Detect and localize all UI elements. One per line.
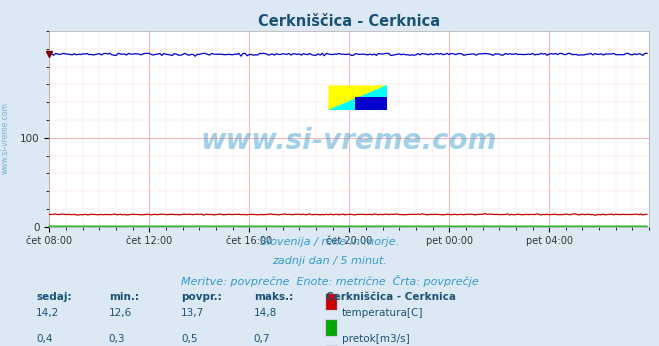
Text: maks.:: maks.: bbox=[254, 292, 293, 302]
Bar bbox=[355, 97, 387, 110]
Text: www.si-vreme.com: www.si-vreme.com bbox=[201, 127, 498, 155]
Text: Meritve: povprečne  Enote: metrične  Črta: povprečje: Meritve: povprečne Enote: metrične Črta:… bbox=[181, 275, 478, 287]
Title: Cerkniščica - Cerknica: Cerkniščica - Cerknica bbox=[258, 13, 440, 29]
Text: 0,4: 0,4 bbox=[36, 334, 53, 344]
Text: pretok[m3/s]: pretok[m3/s] bbox=[342, 334, 410, 344]
Text: www.si-vreme.com: www.si-vreme.com bbox=[1, 102, 10, 174]
Text: 14,8: 14,8 bbox=[254, 308, 277, 318]
Text: povpr.:: povpr.: bbox=[181, 292, 222, 302]
Text: Cerkniščica - Cerknica: Cerkniščica - Cerknica bbox=[326, 292, 456, 302]
Text: 12,6: 12,6 bbox=[109, 308, 132, 318]
Text: 13,7: 13,7 bbox=[181, 308, 204, 318]
Text: temperatura[C]: temperatura[C] bbox=[342, 308, 424, 318]
Text: 0,7: 0,7 bbox=[254, 334, 270, 344]
Text: min.:: min.: bbox=[109, 292, 139, 302]
Polygon shape bbox=[328, 85, 387, 110]
Text: sedaj:: sedaj: bbox=[36, 292, 72, 302]
Text: 14,2: 14,2 bbox=[36, 308, 59, 318]
Text: Slovenija / reke in morje.: Slovenija / reke in morje. bbox=[260, 237, 399, 247]
Text: 0,5: 0,5 bbox=[181, 334, 198, 344]
Text: 0,3: 0,3 bbox=[109, 334, 125, 344]
Polygon shape bbox=[328, 85, 387, 110]
Text: zadnji dan / 5 minut.: zadnji dan / 5 minut. bbox=[272, 256, 387, 266]
